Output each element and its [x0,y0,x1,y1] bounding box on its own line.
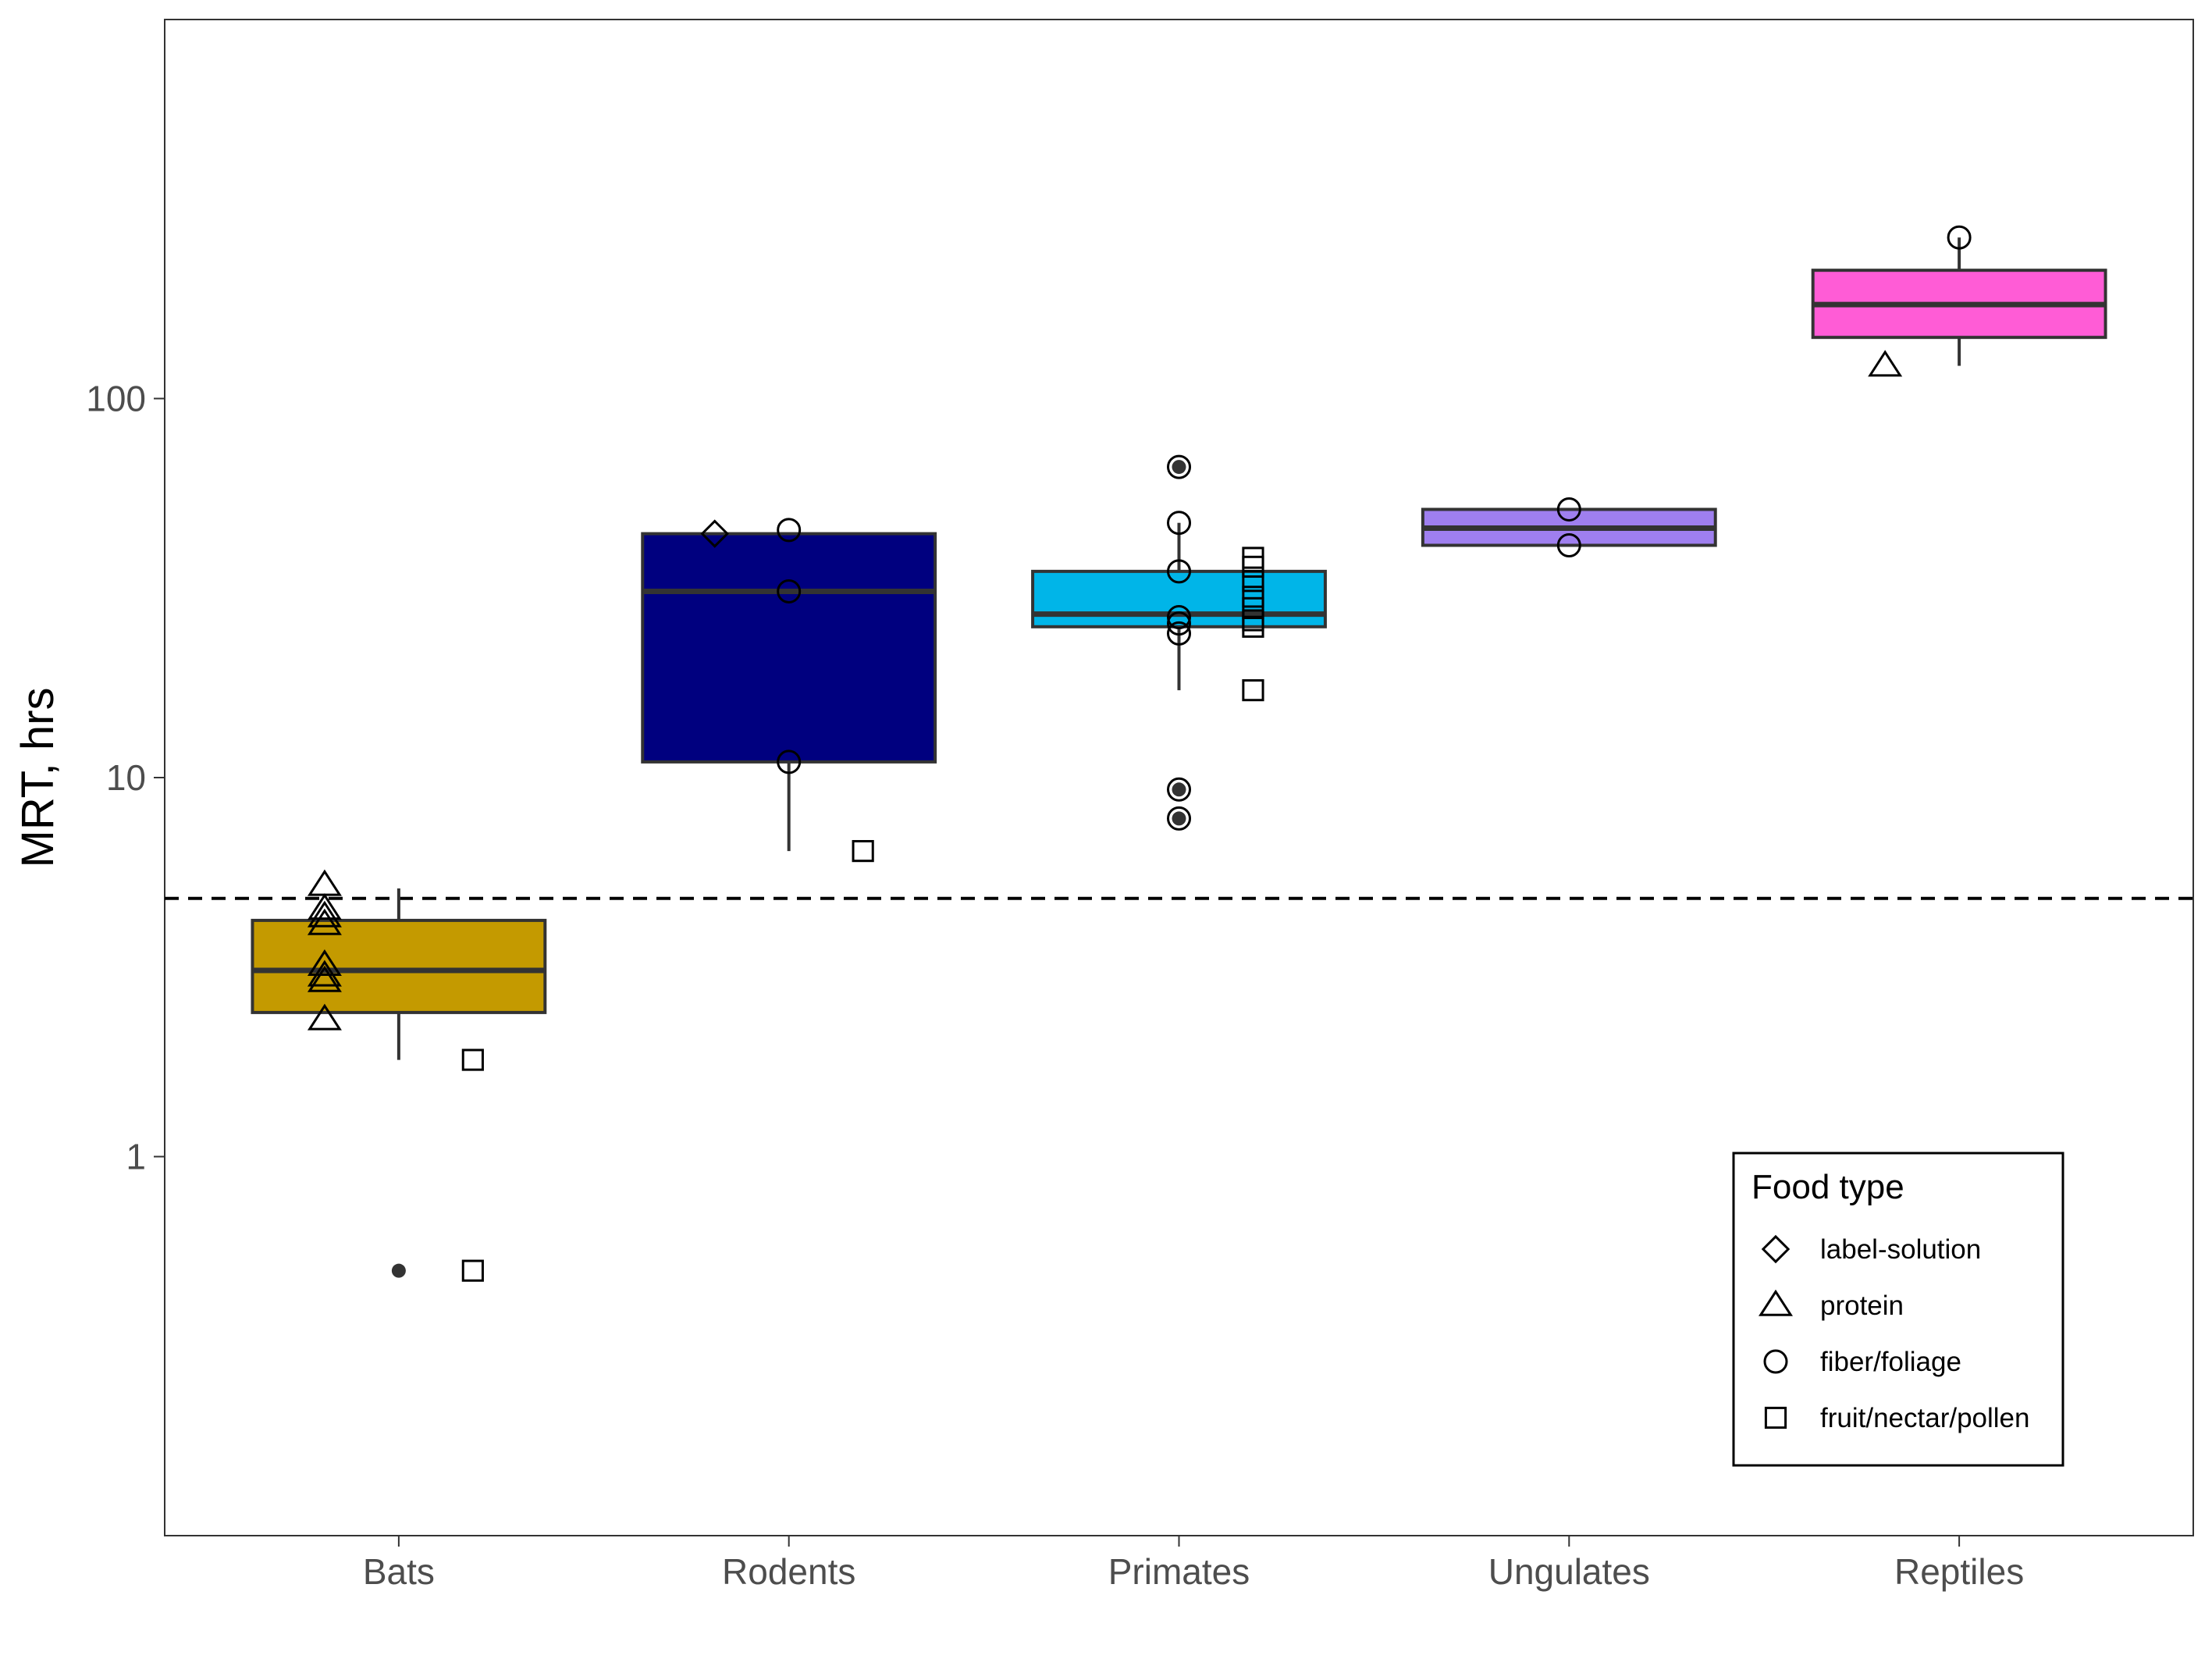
box-body [251,918,547,1014]
box-reptiles [1811,237,2107,366]
point-square [852,839,874,863]
point-circle [1556,532,1581,557]
point-triangle [307,959,342,987]
point-circle [1167,605,1191,630]
point-square [1242,555,1264,579]
legend-label: label-solution [1820,1234,1981,1265]
point-square [461,1259,484,1282]
legend-label: protein [1820,1291,1904,1321]
outlier-point [1172,811,1186,826]
legend-label: fruit/nectar/pollen [1820,1403,2029,1433]
points-layer [307,225,1972,1282]
point-triangle [307,965,342,992]
point-triangle [307,908,342,935]
point-square [1242,570,1264,593]
x-tick-label: Bats [363,1551,435,1592]
point-square [1242,679,1264,702]
legend-entries: label-solution protein fiber/foliage fruit/… [1758,1234,2029,1433]
outlier-point [1172,460,1186,475]
point-circle [1167,777,1191,802]
y-tick-label: 1 [126,1137,146,1177]
y-tick-label: 10 [106,757,146,798]
y-tick-label: 100 [86,379,146,419]
box-rodents [641,532,937,852]
point-circle [1167,621,1191,646]
boxes-layer [251,237,2107,1278]
legend-title: Food type [1751,1168,1904,1206]
point-circle [1167,559,1191,584]
point-circle [777,579,802,603]
outlier-point [1172,782,1186,797]
point-triangle [307,1003,342,1031]
point-diamond [700,519,729,548]
point-square [461,1048,484,1071]
point-circle [1167,454,1191,479]
legend-key-circle [1763,1349,1788,1374]
box-bats [251,888,547,1278]
point-triangle [1868,350,1903,377]
box-primates [1031,460,1327,826]
legend-key-diamond [1761,1234,1791,1264]
x-tick-label: Reptiles [1894,1551,2024,1592]
legend: Food type label-solution protein fiber/fol… [1732,1152,2064,1467]
point-circle [1167,806,1191,831]
point-circle [1947,225,1972,250]
box-body [641,532,937,764]
legend-key-square [1764,1406,1787,1429]
point-square [1242,586,1264,608]
point-circle [1556,497,1581,522]
point-circle [777,518,802,543]
y-axis-title: MRT, hrs [12,688,63,868]
point-circle [1167,611,1191,636]
point-circle [1167,511,1191,536]
point-triangle [307,949,342,976]
legend-label: fiber/foliage [1820,1347,1961,1377]
point-triangle [307,893,342,920]
point-square [1242,615,1264,638]
point-circle [777,749,802,774]
legend-key-triangle [1758,1289,1794,1316]
box-ungulates [1421,507,1717,547]
axes-layer: 1 10 100 Bats Rodents Primates Ungulates Reptil… [86,379,2024,1593]
x-tick-label: Ungulates [1488,1551,1650,1592]
box-body [1031,569,1327,628]
outlier-point [391,1263,406,1278]
point-triangle [307,900,342,927]
x-tick-label: Primates [1108,1551,1250,1592]
x-tick-label: Rodents [722,1551,855,1592]
